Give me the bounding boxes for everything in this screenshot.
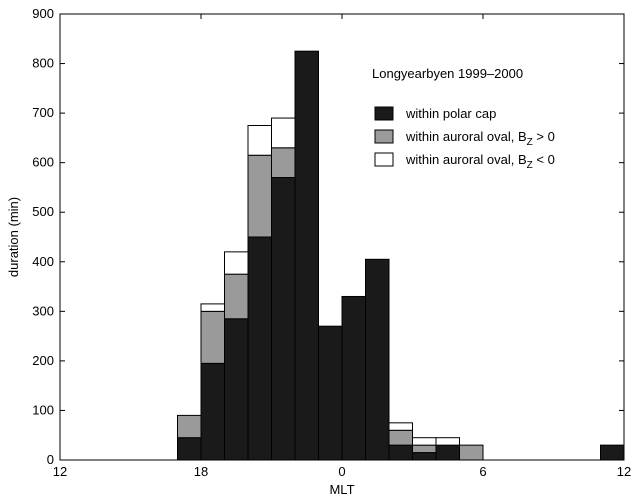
- bar-series1-bin1: [177, 437, 202, 461]
- bar-series3-bin11: [412, 437, 437, 446]
- bar-series1-bin11: [412, 452, 437, 461]
- legend-swatch-2: [374, 129, 394, 144]
- y-tick-label: 200: [32, 353, 54, 368]
- y-tick-label: 0: [47, 452, 54, 467]
- y-tick-label: 100: [32, 402, 54, 417]
- legend-label-2: within auroral oval, BZ > 0: [405, 129, 555, 148]
- bar-series1-bin12: [435, 444, 460, 461]
- bar-series3-bin10: [388, 422, 413, 431]
- bar-series3-bin3: [224, 251, 249, 275]
- bar-series1-bin4: [247, 236, 272, 461]
- bar-series1-bin6: [294, 50, 319, 461]
- bar-series1-bin3: [224, 318, 249, 461]
- legend: within polar cap within auroral oval, BZ …: [374, 106, 555, 171]
- bars-layer: [177, 50, 625, 461]
- bar-series3-bin2: [200, 303, 225, 312]
- legend-label-3: within auroral oval, BZ < 0: [405, 152, 555, 171]
- legend-label-1: within polar cap: [405, 106, 496, 121]
- x-tick-label: 12: [617, 464, 631, 479]
- bar-series1-bin7: [318, 325, 343, 461]
- bar-series2-bin13: [459, 444, 484, 461]
- legend-swatch-3: [374, 152, 394, 167]
- x-tick-label: 6: [479, 464, 486, 479]
- y-tick-label: 700: [32, 105, 54, 120]
- x-tick-label: 18: [194, 464, 208, 479]
- legend-swatch-1: [374, 106, 394, 121]
- bar-series2-bin1: [177, 414, 202, 439]
- bar-series1-bin5: [271, 177, 296, 461]
- bar-series3-bin5: [271, 117, 296, 149]
- bar-series1-bin9: [365, 258, 390, 461]
- bar-series2-bin11: [412, 444, 437, 454]
- bar-series3-bin12: [435, 437, 460, 446]
- y-axis-label: duration (min): [6, 197, 21, 277]
- bar-series3-bin4: [247, 125, 272, 156]
- bar-series2-bin5: [271, 147, 296, 179]
- y-tick-label: 900: [32, 6, 54, 21]
- bar-series1-bin2: [200, 362, 225, 461]
- y-tick-label: 600: [32, 155, 54, 170]
- bar-series1-bin8: [341, 295, 366, 461]
- bar-series1-bin14: [600, 444, 625, 461]
- y-tick-label: 800: [32, 56, 54, 71]
- y-tick-label: 500: [32, 204, 54, 219]
- bar-series2-bin3: [224, 273, 249, 320]
- bar-series2-bin2: [200, 310, 225, 364]
- ticks-layer: 0 100 200 300 400 500 600 700 800 900 12 18 0 6 12: [32, 6, 631, 479]
- x-axis-label: MLT: [329, 482, 354, 497]
- chart-annotation: Longyearbyen 1999–2000: [372, 66, 523, 81]
- x-tick-label: 0: [338, 464, 345, 479]
- bar-series1-bin10: [388, 444, 413, 461]
- x-tick-label: 12: [53, 464, 67, 479]
- y-tick-label: 400: [32, 254, 54, 269]
- y-tick-label: 300: [32, 303, 54, 318]
- bar-series2-bin10: [388, 429, 413, 446]
- bar-series2-bin4: [247, 154, 272, 238]
